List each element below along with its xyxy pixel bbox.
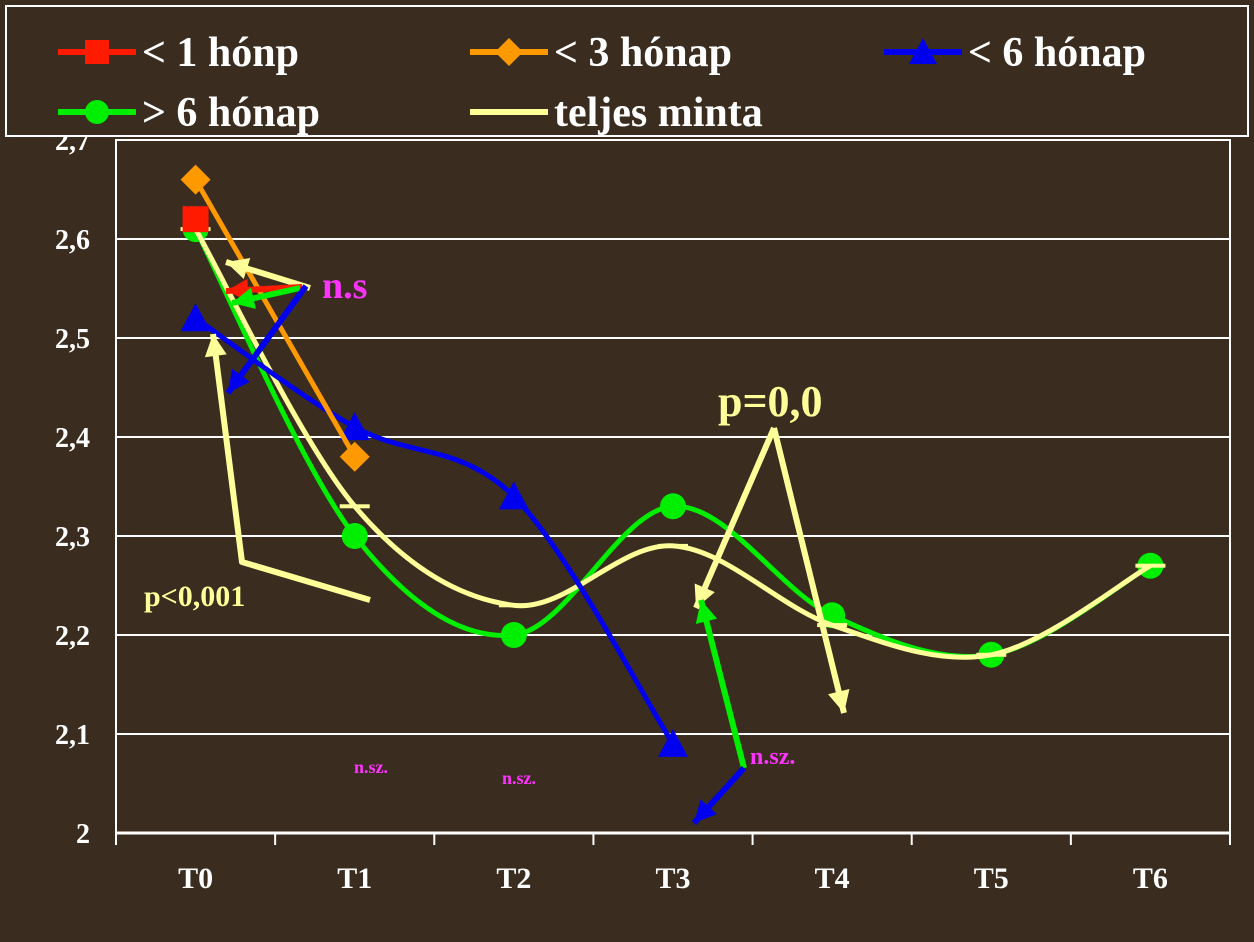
- series-line: [194, 316, 676, 746]
- series-line: [193, 178, 357, 459]
- data-point: [498, 481, 529, 510]
- legend-label: > 6 hónap: [142, 90, 320, 136]
- y-tick-label: 2: [76, 819, 90, 850]
- legend-swatch-marker: [495, 110, 523, 114]
- y-tick-label: 2,2: [55, 621, 90, 652]
- data-point: [339, 441, 370, 472]
- legend-label: < 1 hónp: [142, 30, 299, 76]
- x-tick-label: T2: [496, 862, 531, 895]
- arrow-p001: [210, 333, 371, 603]
- y-tick-label: 2,4: [55, 423, 90, 454]
- y-tick-label: 2,5: [55, 324, 90, 355]
- data-point: [817, 623, 848, 628]
- arrow-p001-head: [204, 334, 227, 358]
- legend-swatch-marker: [495, 38, 523, 66]
- annotation-ns: n.s: [322, 265, 367, 307]
- legend-swatch-marker: [909, 38, 937, 64]
- legend-label: < 3 hónap: [554, 30, 732, 76]
- data-point: [180, 164, 211, 195]
- arrow-ns-green-head: [232, 287, 256, 310]
- legend-box: [5, 5, 1249, 137]
- arrow-p00-left: [693, 426, 777, 610]
- data-point: [660, 493, 686, 520]
- x-tick-label: T5: [974, 862, 1009, 895]
- arrow-ns-yellow-head: [226, 257, 251, 280]
- y-tick-label: 2,3: [55, 522, 90, 553]
- data-point: [500, 622, 527, 648]
- x-tick-label: T0: [178, 862, 213, 895]
- arrow-ns-blue-head: [228, 368, 250, 393]
- data-point: [1135, 563, 1166, 568]
- arrow-nsz-green-head: [695, 600, 718, 625]
- legend-label: teljes minta: [554, 90, 763, 136]
- annotation-p-00: p=0,0: [718, 377, 823, 426]
- data-point: [658, 543, 688, 548]
- legend-swatch-marker: [85, 40, 109, 64]
- x-tick-label: T3: [655, 862, 690, 895]
- arrow-p00-right: [771, 427, 847, 714]
- data-point: [658, 728, 688, 757]
- legend-label: < 6 hónap: [968, 30, 1146, 76]
- arrow-nsz-blue-head: [694, 799, 717, 823]
- data-point: [976, 652, 1007, 657]
- annotation-nsz-3: n.sz.: [750, 744, 795, 770]
- annotation-p-001: p<0,001: [144, 580, 245, 613]
- annotation-nsz-2: n.sz.: [502, 768, 536, 788]
- data-point: [498, 603, 529, 608]
- data-point: [182, 206, 209, 233]
- x-tick-label: T6: [1133, 862, 1168, 895]
- data-point: [339, 504, 370, 509]
- annotation-nsz-1: n.sz.: [354, 757, 388, 777]
- arrow-ns-blue: [225, 284, 309, 395]
- data-point: [339, 412, 370, 441]
- data-point: [341, 523, 368, 549]
- arrow-nsz-green: [698, 599, 747, 769]
- x-tick-label: T4: [815, 862, 850, 895]
- y-tick-label: 2,1: [55, 720, 90, 751]
- legend-swatch-marker: [85, 100, 109, 124]
- data-point: [180, 303, 211, 332]
- arrow-p00-right-head: [828, 689, 850, 713]
- x-tick-label: T1: [337, 862, 372, 895]
- y-tick-label: 2,6: [55, 225, 90, 256]
